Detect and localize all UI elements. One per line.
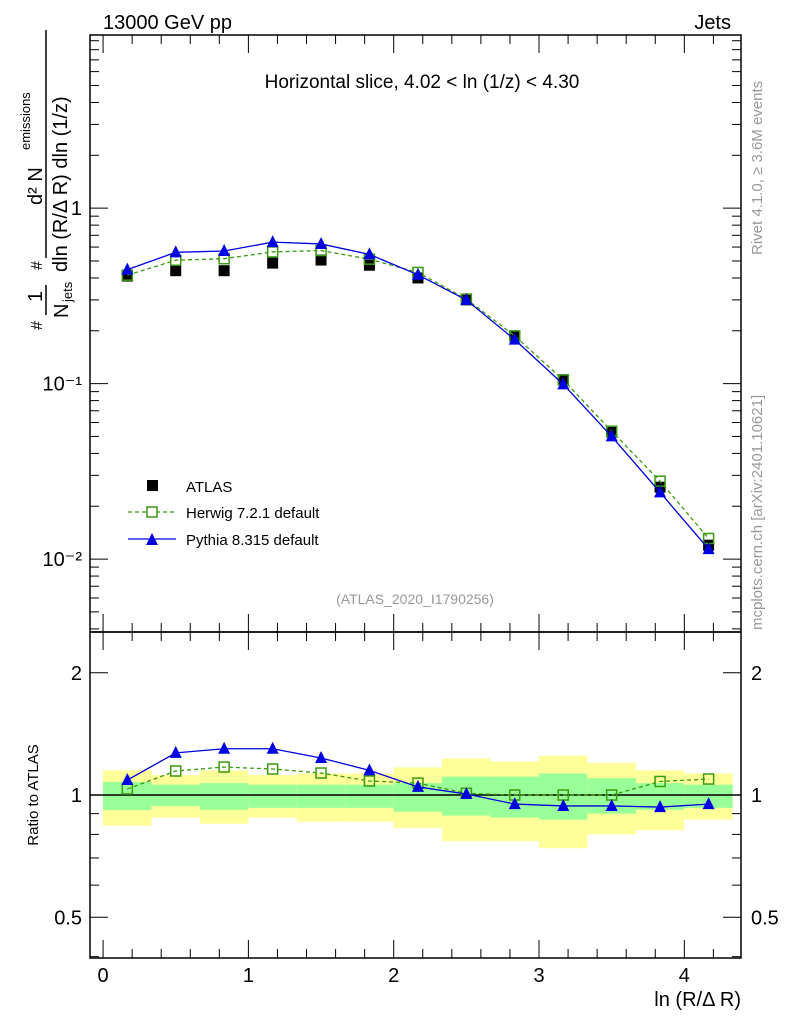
- pythia-point: [218, 243, 231, 256]
- ratio-herwig-point: [702, 773, 715, 785]
- legend-herwig-marker: [146, 506, 158, 518]
- legend-pythia-label: Pythia 8.315 default: [186, 532, 319, 549]
- pythia-point: [557, 377, 570, 390]
- atlas-point: [363, 259, 375, 271]
- x-axis-label: ln (R/Δ R): [654, 989, 741, 1011]
- ratio-pythia-point: [121, 772, 134, 785]
- atlas-point: [267, 257, 279, 269]
- ratio-pythia-point: [315, 750, 328, 763]
- ratio-y-tick-label-right: 1: [751, 785, 762, 807]
- pythia-point: [121, 262, 134, 275]
- x-tick-label: 1: [243, 965, 254, 987]
- atlas-point: [315, 254, 327, 266]
- pythia-line: [127, 241, 710, 550]
- ratio-y-tick-label-right: 0.5: [751, 907, 779, 929]
- mcplots-label: mcplots.cern.ch [arXiv:2401.10621]: [749, 395, 766, 630]
- ratio-y-tick-label: 0.5: [54, 907, 82, 929]
- band-green: [103, 781, 152, 811]
- pythia-point: [702, 542, 715, 555]
- pythia-point: [508, 332, 521, 345]
- x-tick-label: 2: [388, 965, 399, 987]
- main-y-axis-label: # 1 N jets # d² N emissions dln (R/Δ R) …: [18, 30, 75, 330]
- ratio-pythia-point: [508, 797, 521, 810]
- x-tick-label: 3: [533, 965, 544, 987]
- ratio-pythia-point: [218, 741, 231, 754]
- ratio-herwig-point: [315, 767, 327, 779]
- pythia-point: [654, 485, 667, 498]
- analysis-annotation: (ATLAS_2020_I1790256): [336, 591, 494, 607]
- ratio-pythia-point: [557, 798, 570, 811]
- band-green: [490, 776, 540, 818]
- pythia-point: [411, 267, 424, 280]
- ratio-y-tick-label: 1: [71, 785, 82, 807]
- band-green: [345, 784, 394, 808]
- atlas-point: [218, 265, 230, 277]
- ratio-herwig-point: [654, 775, 666, 788]
- legend-herwig-label: Herwig 7.2.1 default: [186, 505, 320, 522]
- ratio-pythia-point: [411, 779, 424, 792]
- ylabel-hash1: #: [29, 321, 46, 330]
- atlas-point: [170, 265, 182, 277]
- main-title: Horizontal slice, 4.02 < ln (1/z) < 4.30: [265, 72, 580, 93]
- main-y-tick-label: 1: [71, 198, 82, 220]
- legend: ATLAS Herwig 7.2.1 default Pythia 8.315 …: [128, 479, 320, 549]
- pythia-point: [266, 235, 279, 248]
- ratio-herwig-point: [363, 775, 376, 787]
- main-y-tick-label: 10⁻²: [43, 549, 83, 571]
- ratio-pythia-point: [654, 800, 667, 813]
- header-left: 13000 GeV pp: [103, 12, 232, 34]
- ylabel-njets: N: [51, 304, 73, 318]
- ratio-pythia-point: [702, 797, 715, 810]
- band-green: [248, 784, 297, 808]
- ylabel-hash2: #: [29, 261, 46, 270]
- ylabel-denominator: dln (R/Δ R) dln (1/z): [50, 96, 72, 272]
- ratio-y-axis-label: Ratio to ATLAS: [25, 744, 42, 845]
- ratio-y-tick-label: 2: [71, 663, 82, 685]
- pythia-point: [363, 247, 376, 260]
- band-green: [296, 784, 346, 808]
- x-tick-label: 0: [98, 965, 109, 987]
- pythia-point: [605, 429, 618, 442]
- ratio-pythia-point: [605, 798, 618, 811]
- ratio-pythia-point: [169, 745, 182, 758]
- pythia-point: [460, 292, 473, 305]
- ratio-pythia-point: [363, 763, 376, 776]
- ratio-pythia-point: [460, 786, 473, 799]
- pythia-point: [169, 245, 182, 258]
- band-green: [200, 783, 249, 810]
- atlas-point: [121, 270, 133, 282]
- pythia-point: [315, 236, 328, 249]
- rivet-label: Rivet 4.1.0, ≥ 3.6M events: [749, 81, 766, 255]
- ratio-herwig-point: [169, 765, 182, 777]
- ratio-herwig-point: [218, 761, 230, 773]
- ylabel-d2n: d² N: [25, 167, 47, 205]
- band-green: [539, 773, 588, 820]
- legend-atlas-marker: [147, 480, 158, 491]
- header-right: Jets: [694, 12, 731, 34]
- ratio-pythia-point: [266, 741, 279, 754]
- ratio-herwig-point: [266, 763, 279, 775]
- legend-atlas-label: ATLAS: [186, 479, 232, 496]
- legend-pythia-marker: [146, 533, 158, 545]
- ylabel-emissions: emissions: [18, 92, 33, 150]
- main-y-tick-label: 10⁻¹: [43, 374, 83, 396]
- band-green: [684, 784, 733, 808]
- ylabel-one: 1: [25, 291, 47, 302]
- ratio-y-tick-label-right: 2: [751, 663, 762, 685]
- ylabel-jets: jets: [60, 281, 75, 303]
- x-tick-label: 4: [679, 965, 690, 987]
